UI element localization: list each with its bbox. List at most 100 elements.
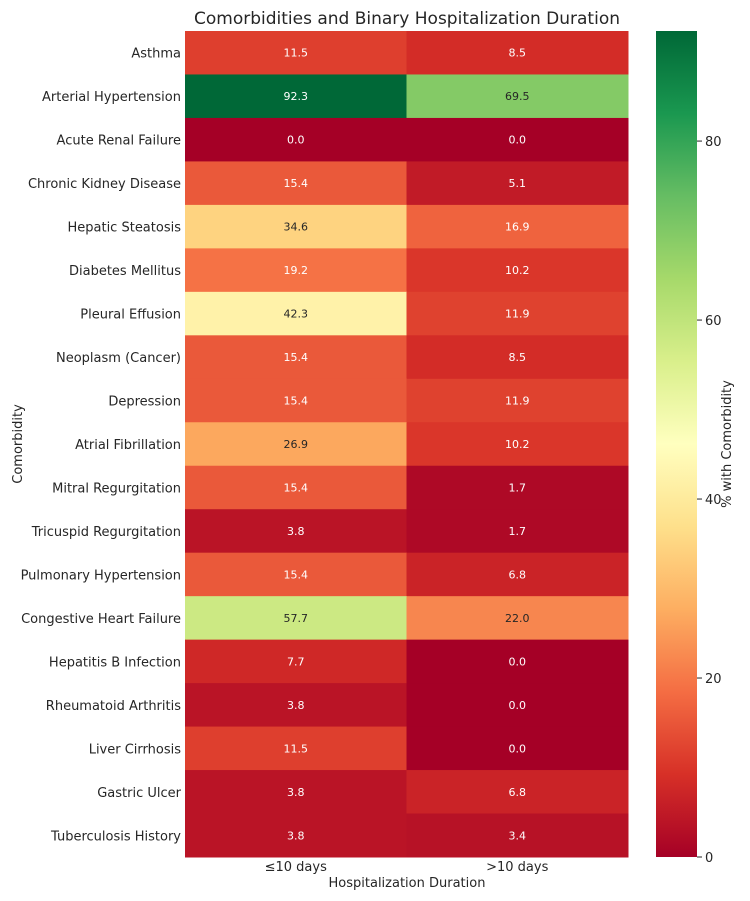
cell-value-label: 0.0 [509,134,527,147]
heatmap-cell [185,465,407,510]
x-axis-label: Hospitalization Duration [329,876,486,891]
cell-value-label: 0.0 [509,742,527,755]
heatmap-cell [406,726,629,771]
cell-value-label: 34.6 [284,221,309,234]
cell-value-label: 15.4 [284,481,309,494]
heatmap-cell [185,683,407,728]
row-label: Diabetes Mellitus [69,264,181,279]
cell-value-label: 7.7 [287,655,305,668]
heatmap-cell [406,770,629,815]
cell-value-label: 8.5 [509,351,527,364]
heatmap-cell [185,422,407,467]
colorbar-tick-label: 20 [705,672,722,687]
colorbar-ticks: 0 20 40 60 80 [697,135,722,866]
heatmap-cell [406,509,629,554]
row-label: Asthma [131,47,181,62]
heatmap-cell [406,813,629,858]
heatmap-cell [185,291,407,336]
row-label: Pleural Effusion [80,308,181,323]
cell-value-label: 42.3 [284,308,309,321]
cell-value-label: 3.8 [287,829,305,842]
heatmap-cell [185,204,407,249]
heatmap-cell [406,639,629,684]
cell-value-label: 22.0 [505,612,530,625]
cell-value-label: 57.7 [284,612,309,625]
row-label: Arterial Hypertension [42,90,181,105]
row-label: Chronic Kidney Disease [28,177,181,192]
cell-value-label: 11.5 [284,47,309,60]
heatmap-cell [406,683,629,728]
colorbar-label: % with Comorbidity [720,380,735,508]
cell-value-label: 15.4 [284,395,309,408]
cell-value-label: 3.8 [287,786,305,799]
row-label: Tricuspid Regurgitation [31,525,181,540]
cell-value-label: 10.2 [505,264,530,277]
row-label: Depression [108,395,181,410]
cell-value-label: 10.2 [505,438,530,451]
heatmap-cell [185,596,407,641]
heatmap-cell [185,335,407,380]
heatmap-cell [185,117,407,162]
cell-value-label: 26.9 [284,438,309,451]
cell-value-label: 6.8 [509,568,527,581]
cell-value-label: 92.3 [284,90,309,103]
cell-value-label: 0.0 [509,655,527,668]
heatmap-cell [406,378,629,423]
cell-value-label: 8.5 [509,47,527,60]
cell-value-label: 1.7 [509,525,527,538]
cell-value-label: 6.8 [509,786,527,799]
heatmap-cell [406,291,629,336]
cell-value-label: 3.8 [287,525,305,538]
row-label: Atrial Fibrillation [75,438,181,453]
heatmap-cell [406,117,629,162]
heatmap-cell [406,161,629,206]
heatmap-cell [185,813,407,858]
chart-title: Comorbidities and Binary Hospitalization… [194,9,620,29]
heatmap-cell [406,465,629,510]
row-label: Neoplasm (Cancer) [56,351,181,366]
colorbar-tick-label: 60 [705,314,722,329]
heatmap-cell [185,726,407,771]
row-label: Pulmonary Hypertension [21,568,181,583]
heatmap-cell [185,552,407,597]
cell-value-label: 11.9 [505,395,530,408]
cell-value-label: 3.4 [509,829,527,842]
cell-value-label: 0.0 [287,134,305,147]
cell-value-label: 0.0 [509,699,527,712]
cell-value-label: 15.4 [284,351,309,364]
colorbar [656,31,697,857]
heatmap-cell [406,422,629,467]
row-label: Mitral Regurgitation [52,481,181,496]
cell-value-label: 69.5 [505,90,530,103]
cell-value-label: 19.2 [284,264,309,277]
row-labels: Asthma Arterial Hypertension Acute Renal F… [21,47,182,845]
row-label: Congestive Heart Failure [21,612,181,627]
y-axis-label: Comorbidity [11,404,26,484]
cell-value-label: 5.1 [509,177,527,190]
row-label: Tuberculosis History [50,829,181,844]
row-label: Hepatitis B Infection [49,655,181,670]
colorbar-tick-label: 80 [705,135,722,150]
cell-value-label: 11.5 [284,742,309,755]
row-label: Gastric Ulcer [97,786,181,801]
colorbar-tick-label: 0 [705,851,713,866]
heatmap-cell [185,378,407,423]
heatmap-cell [406,552,629,597]
cell-value-label: 15.4 [284,177,309,190]
column-label: ≤10 days [265,860,327,875]
heatmap-cell [406,204,629,249]
cell-value-label: 11.9 [505,308,530,321]
row-label: Hepatic Steatosis [67,221,181,236]
heatmap-cell [185,31,407,75]
heatmap-cell [185,770,407,815]
heatmap-cell [185,509,407,554]
heatmap-cell [406,596,629,641]
heatmap-cell [185,639,407,684]
row-label: Liver Cirrhosis [89,742,182,757]
cell-value-label: 15.4 [284,568,309,581]
cell-value-label: 16.9 [505,221,530,234]
heatmap-cell [406,31,629,75]
heatmap-cell [185,161,407,206]
heatmap-cell [185,74,407,119]
